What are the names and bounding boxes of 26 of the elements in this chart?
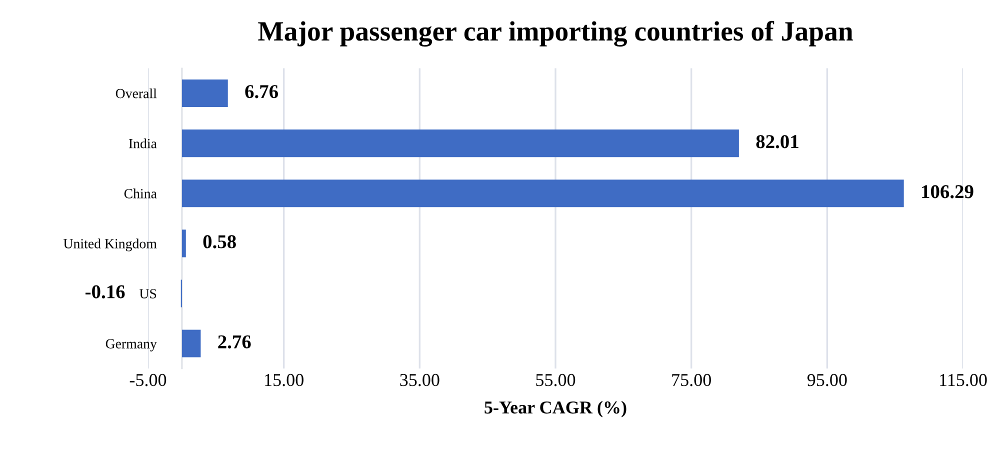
x-tick-label: 55.00 (536, 374, 576, 386)
y-tick-label: US (139, 289, 156, 298)
bar (182, 130, 739, 158)
x-tick-label: -5.00 (130, 374, 166, 386)
y-tick-label: United Kingdom (64, 238, 157, 252)
x-tick-label: 95.00 (807, 374, 847, 386)
bar (182, 80, 228, 108)
y-tick-label: Overall (116, 88, 157, 98)
data-label: 82.01 (756, 135, 798, 148)
y-tick-label: China (124, 188, 157, 198)
chart-title: Major passenger car importing countries of Japan (258, 20, 853, 47)
bar (182, 330, 201, 358)
data-label: 2.76 (218, 335, 251, 348)
x-tick-label: 15.00 (265, 374, 304, 386)
data-label: 6.76 (245, 85, 278, 98)
x-axis-title: 5-Year CAGR (%) (484, 400, 626, 418)
data-label: -0.16 (86, 285, 125, 298)
x-tick-label: 115.00 (940, 374, 987, 386)
x-tick-label: 75.00 (672, 374, 711, 386)
data-label: 0.58 (203, 235, 236, 248)
bar (182, 230, 186, 258)
data-label: 106.29 (922, 185, 974, 198)
x-tick-label: 35.00 (400, 374, 440, 386)
bar (182, 180, 904, 208)
y-tick-label: Germany (106, 339, 157, 352)
y-tick-label: India (128, 138, 157, 148)
